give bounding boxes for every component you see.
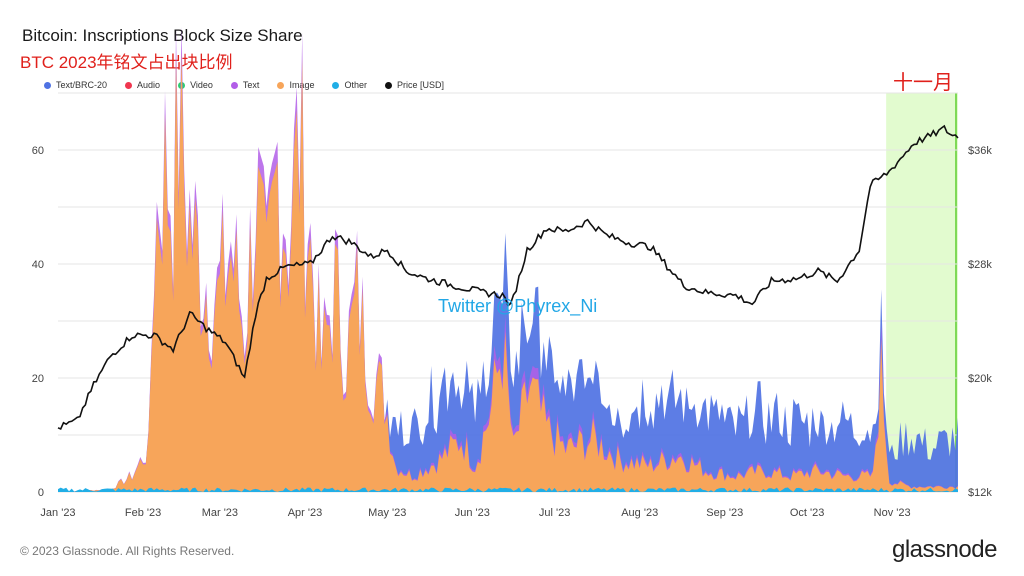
copyright-text: © 2023 Glassnode. All Rights Reserved.: [20, 544, 235, 558]
x-tick-label: Apr '23: [288, 507, 323, 519]
legend-dot: [277, 81, 285, 89]
legend-item-audio[interactable]: Audio: [125, 80, 160, 90]
legend-dot: [125, 81, 133, 89]
y-right-tick-label: $20k: [968, 373, 992, 385]
x-tick-label: Aug '23: [621, 507, 658, 519]
chart-subtitle: BTC 2023年铭文占出块比例: [20, 53, 233, 72]
legend-label: Text: [242, 80, 260, 90]
y-right-tick-label: $12k: [968, 487, 992, 499]
price-line: [57, 124, 959, 431]
y-left-tick-label: 40: [32, 259, 44, 271]
x-tick-label: Feb '23: [125, 507, 161, 519]
x-tick-label: Jul '23: [539, 507, 570, 519]
legend-label: Video: [190, 80, 213, 90]
legend-dot: [384, 81, 392, 89]
x-tick-label: Jan '23: [40, 507, 75, 519]
x-tick-label: May '23: [368, 507, 406, 519]
legend-dot: [332, 81, 340, 89]
x-tick-label: Jun '23: [455, 507, 490, 519]
november-annotation: 十一月: [893, 72, 953, 94]
legend-item-other[interactable]: Other: [332, 80, 367, 90]
x-tick-label: Oct '23: [790, 507, 825, 519]
chart-title: Bitcoin: Inscriptions Block Size Share: [22, 26, 303, 45]
x-tick-label: Sep '23: [706, 507, 743, 519]
y-right-tick-label: $28k: [968, 259, 992, 271]
x-tick-label: Nov '23: [874, 507, 911, 519]
legend-item-price[interactable]: Price [USD]: [384, 80, 444, 90]
legend-dot: [230, 81, 238, 89]
legend-dot: [44, 81, 51, 89]
legend-label: Text/BRC-20: [56, 80, 108, 90]
legend-item-text[interactable]: Text: [230, 80, 260, 90]
legend-label: Price [USD]: [396, 80, 444, 90]
november-highlight-band: [886, 93, 958, 492]
legend-item-text-brc20[interactable]: Text/BRC-20: [44, 80, 107, 90]
area-other: [58, 487, 958, 492]
y-right-tick-label: $36k: [968, 145, 992, 157]
x-tick-label: Mar '23: [202, 507, 238, 519]
twitter-watermark: Twitter @Phyrex_Ni: [438, 296, 598, 316]
glassnode-logo: glassnode: [892, 536, 997, 563]
legend-label: Other: [344, 80, 367, 90]
y-left-tick-label: 20: [32, 373, 44, 385]
legend-label: Audio: [137, 80, 161, 90]
area-image: [58, 52, 958, 493]
y-left-tick-label: 0: [38, 487, 44, 499]
y-left-tick-label: 60: [32, 145, 44, 157]
